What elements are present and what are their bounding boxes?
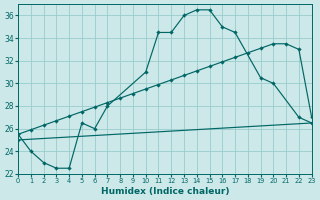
X-axis label: Humidex (Indice chaleur): Humidex (Indice chaleur) (100, 187, 229, 196)
